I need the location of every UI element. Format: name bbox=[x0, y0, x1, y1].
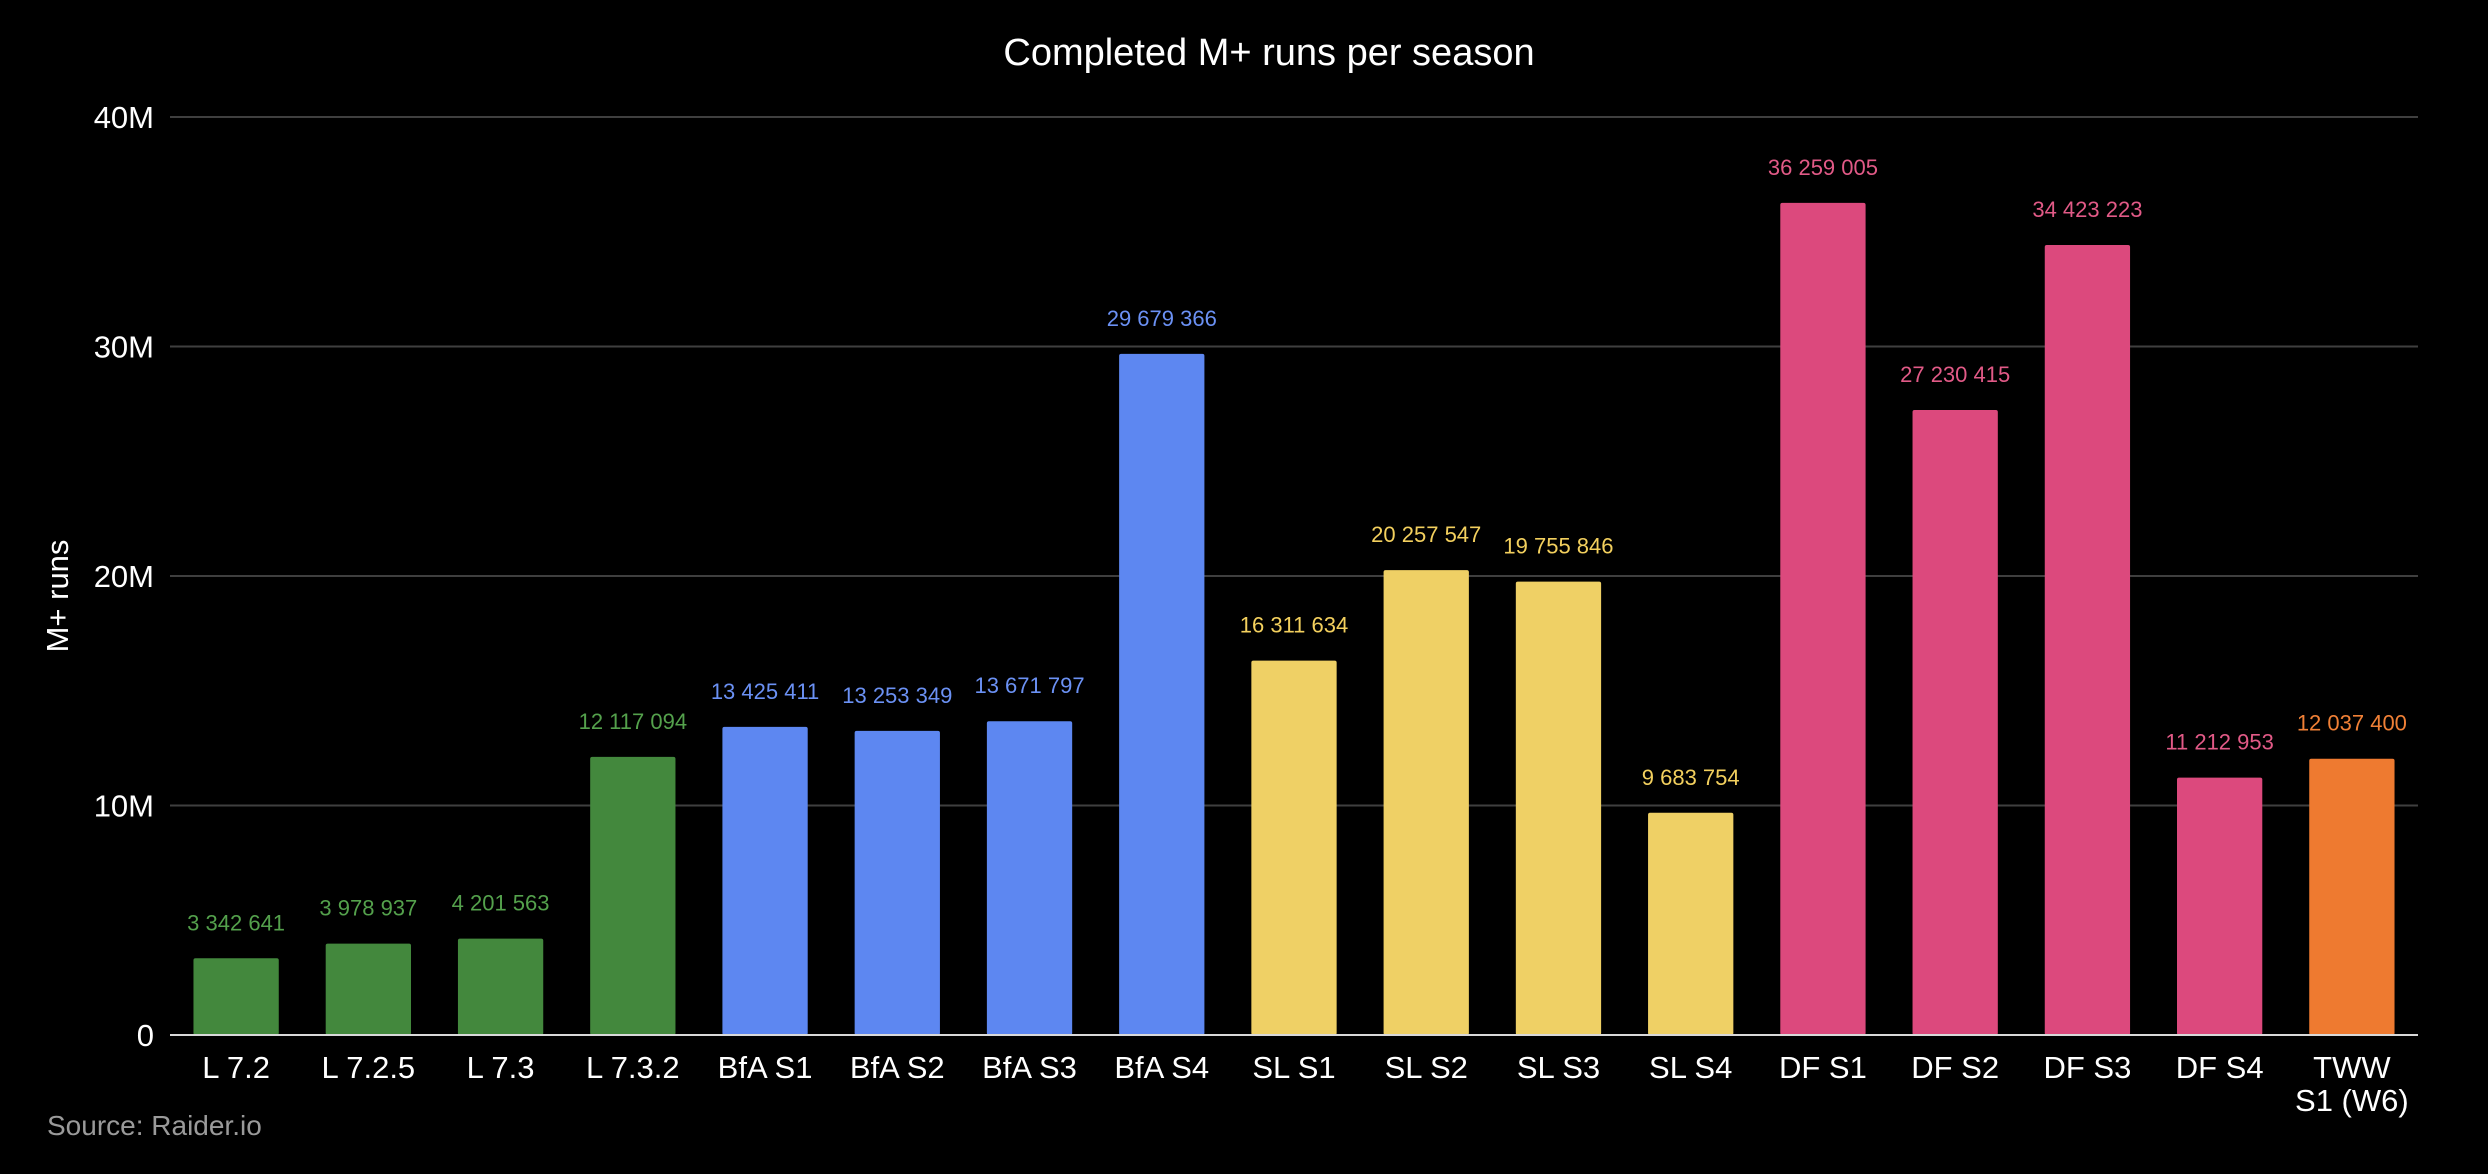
x-tick-label: DF S2 bbox=[1911, 1050, 1999, 1085]
bar bbox=[2177, 777, 2263, 1035]
y-tick-label: 10M bbox=[94, 789, 154, 824]
x-tick-label: TWW bbox=[2313, 1050, 2391, 1085]
data-label: 20 257 547 bbox=[1371, 522, 1481, 547]
gridlines bbox=[170, 116, 2418, 807]
bar bbox=[1119, 353, 1205, 1036]
data-label: 13 253 349 bbox=[842, 683, 952, 708]
data-label: 12 117 094 bbox=[579, 709, 687, 734]
data-label: 13 425 411 bbox=[711, 679, 819, 704]
bars bbox=[193, 202, 2395, 1036]
y-tick-label: 0 bbox=[137, 1018, 154, 1053]
x-tick-label: S1 (W6) bbox=[2295, 1083, 2409, 1118]
data-labels: 3 342 641 3 978 937 4 201 563 12 117 094 13 … bbox=[187, 155, 2407, 935]
x-tick-label: SL S2 bbox=[1385, 1050, 1468, 1085]
data-label: 27 230 415 bbox=[1900, 362, 2010, 387]
x-tick-label: BfA S3 bbox=[982, 1050, 1077, 1085]
data-label: 29 679 366 bbox=[1107, 306, 1217, 331]
data-label: 16 311 634 bbox=[1240, 613, 1348, 638]
x-tick-label: BfA S1 bbox=[718, 1050, 813, 1085]
x-tick-label: L 7.3 bbox=[467, 1050, 535, 1085]
bar bbox=[1251, 660, 1337, 1035]
bar bbox=[1780, 202, 1866, 1035]
data-label: 9 683 754 bbox=[1642, 765, 1740, 790]
y-tick-label: 20M bbox=[94, 559, 154, 594]
data-label: 34 423 223 bbox=[2032, 197, 2142, 222]
x-tick-label: L 7.2 bbox=[202, 1050, 270, 1085]
x-tick-label: SL S4 bbox=[1649, 1050, 1732, 1085]
bar bbox=[457, 938, 544, 1035]
x-tick-label: L 7.3.2 bbox=[586, 1050, 680, 1085]
y-axis-title: M+ runs bbox=[40, 540, 75, 653]
y-tick-label: 40M bbox=[94, 100, 154, 135]
data-label: 11 212 953 bbox=[2165, 730, 2273, 755]
bar bbox=[2044, 244, 2131, 1035]
bar bbox=[2309, 758, 2395, 1035]
chart-title: Completed M+ runs per season bbox=[1003, 32, 1534, 74]
x-tick-label: SL S1 bbox=[1252, 1050, 1335, 1085]
x-tick-label: BfA S4 bbox=[1114, 1050, 1209, 1085]
x-tick-label: BfA S2 bbox=[850, 1050, 945, 1085]
bar bbox=[722, 726, 808, 1035]
data-label: 3 342 641 bbox=[187, 910, 285, 935]
data-label: 3 978 937 bbox=[319, 896, 417, 921]
x-tick-label: DF S1 bbox=[1779, 1050, 1867, 1085]
bar bbox=[193, 958, 279, 1035]
source-note: Source: Raider.io bbox=[47, 1110, 262, 1141]
bar bbox=[1383, 570, 1469, 1035]
x-tick-label: SL S3 bbox=[1517, 1050, 1600, 1085]
data-label: 13 671 797 bbox=[974, 673, 1084, 698]
axes: 0 10M 20M 30M 40M L 7.2 L 7.2.5 L 7.3 L 7.3.2 BfA… bbox=[94, 100, 2418, 1118]
data-label: 12 037 400 bbox=[2297, 711, 2407, 736]
bar bbox=[590, 756, 676, 1035]
bar bbox=[1912, 410, 1998, 1035]
bar bbox=[325, 943, 411, 1035]
data-label: 36 259 005 bbox=[1768, 155, 1878, 180]
y-tick-label: 30M bbox=[94, 330, 154, 365]
bar bbox=[854, 730, 940, 1035]
bar bbox=[986, 721, 1073, 1035]
data-label: 19 755 846 bbox=[1503, 534, 1613, 559]
x-tick-label: L 7.2.5 bbox=[322, 1050, 416, 1085]
x-tick-label: DF S3 bbox=[2043, 1050, 2131, 1085]
bar bbox=[1648, 812, 1734, 1035]
bar bbox=[1515, 581, 1602, 1035]
data-label: 4 201 563 bbox=[452, 891, 550, 916]
x-tick-label: DF S4 bbox=[2176, 1050, 2264, 1085]
